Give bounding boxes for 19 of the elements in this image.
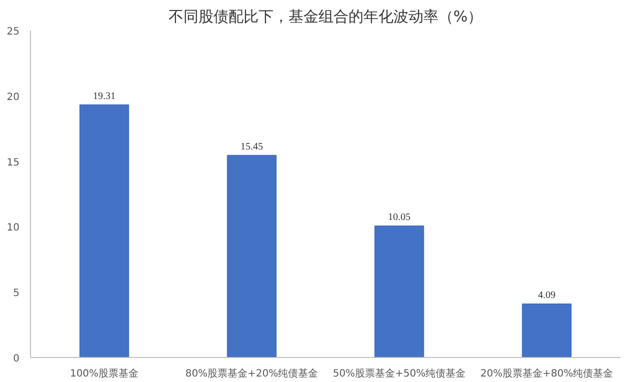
x-tick-label: 100%股票基金 [70,368,139,380]
y-tick-label: 5 [13,288,20,300]
data-label: 19.31 [93,90,116,102]
data-label: 15.45 [240,141,263,152]
bar [522,304,572,358]
y-tick-label: 25 [6,26,20,38]
y-tick-label: 15 [6,157,20,168]
x-tick-label: 20%股票基金+80%纯债基金 [480,368,614,380]
bar [79,104,130,358]
y-tick-label: 0 [13,354,20,364]
data-label: 10.05 [388,212,410,224]
data-label: 4.09 [538,290,556,302]
y-tick-label: 10 [6,222,20,234]
x-tick-label: 80%股票基金+20%纯债基金 [185,368,318,380]
x-tick-label: 50%股票基金+50%纯债基金 [332,368,466,380]
bar [226,154,277,358]
chart-title: 不同股债配比下，基金组合的年化波动率（%） [168,8,483,26]
y-tick-label: 20 [6,92,20,103]
bar [374,226,424,358]
